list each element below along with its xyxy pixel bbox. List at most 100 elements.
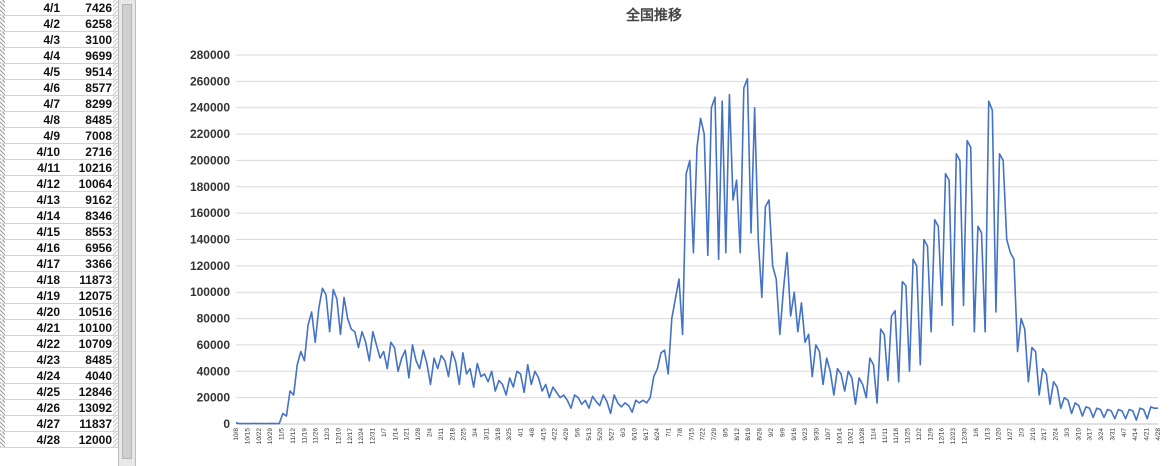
value-cell[interactable]: 12846 xyxy=(78,385,112,399)
date-cell[interactable]: 4/24 xyxy=(36,369,60,383)
table-row[interactable]: 4/14 8346 xyxy=(0,208,118,224)
value-cell[interactable]: 8553 xyxy=(85,225,112,239)
date-cell[interactable]: 4/7 xyxy=(43,97,60,111)
date-cell[interactable]: 4/21 xyxy=(36,321,60,335)
table-row[interactable]: 4/23 8485 xyxy=(0,352,118,368)
date-cell[interactable]: 4/8 xyxy=(43,113,60,127)
scrollbar-thumb[interactable] xyxy=(122,4,132,459)
value-cell[interactable]: 4040 xyxy=(85,369,112,383)
value-cell[interactable]: 13092 xyxy=(78,401,112,415)
vertical-scrollbar[interactable] xyxy=(118,0,136,466)
table-row[interactable]: 4/9 7008 xyxy=(0,128,118,144)
table-row[interactable]: 4/19 12075 xyxy=(0,288,118,304)
value-cell[interactable]: 2716 xyxy=(85,145,112,159)
table-row[interactable]: 4/20 10516 xyxy=(0,304,118,320)
date-cell[interactable]: 4/4 xyxy=(43,49,60,63)
table-row[interactable]: 4/8 8485 xyxy=(0,112,118,128)
value-cell[interactable]: 8485 xyxy=(85,353,112,367)
table-row[interactable]: 4/5 9514 xyxy=(0,64,118,80)
table-row[interactable]: 4/24 4040 xyxy=(0,368,118,384)
date-cell[interactable]: 4/28 xyxy=(36,433,60,447)
value-cell[interactable]: 10516 xyxy=(78,305,112,319)
date-cell[interactable]: 4/2 xyxy=(43,17,60,31)
value-cell[interactable]: 11837 xyxy=(79,417,112,431)
date-cell[interactable]: 4/18 xyxy=(36,273,60,287)
table-row[interactable]: 4/15 8553 xyxy=(0,224,118,240)
value-cell[interactable]: 3100 xyxy=(85,33,112,47)
date-cell[interactable]: 4/19 xyxy=(36,289,60,303)
value-cell[interactable]: 9699 xyxy=(85,49,112,63)
table-row[interactable]: 4/1 7426 xyxy=(0,0,118,16)
table-row[interactable]: 4/10 2716 xyxy=(0,144,118,160)
row-gutter xyxy=(0,304,5,319)
date-cell[interactable]: 4/1 xyxy=(43,1,60,15)
row-gutter xyxy=(0,32,5,47)
date-cell[interactable]: 4/27 xyxy=(36,417,60,431)
value-cell[interactable]: 12000 xyxy=(78,433,112,447)
date-cell[interactable]: 4/23 xyxy=(36,353,60,367)
row-gutter xyxy=(0,80,5,95)
value-cell[interactable]: 8346 xyxy=(85,209,112,223)
value-cell[interactable]: 12075 xyxy=(78,289,112,303)
value-cell[interactable]: 9514 xyxy=(85,65,112,79)
date-cell[interactable]: 4/6 xyxy=(43,81,60,95)
date-cell[interactable]: 4/22 xyxy=(36,337,60,351)
date-cell[interactable]: 4/25 xyxy=(36,385,60,399)
value-cell[interactable]: 10064 xyxy=(78,177,112,191)
value-cell[interactable]: 7426 xyxy=(85,1,112,15)
y-tick-label: 260000 xyxy=(190,74,230,88)
y-tick-label: 240000 xyxy=(190,101,230,115)
date-cell[interactable]: 4/3 xyxy=(43,33,60,47)
date-cell[interactable]: 4/5 xyxy=(43,65,60,79)
date-cell[interactable]: 4/13 xyxy=(36,193,60,207)
value-cell[interactable]: 10216 xyxy=(78,161,112,175)
date-cell[interactable]: 4/14 xyxy=(36,209,60,223)
date-cell[interactable]: 4/17 xyxy=(36,257,60,271)
table-row[interactable]: 4/28 12000 xyxy=(0,432,118,448)
value-cell[interactable]: 8577 xyxy=(85,81,112,95)
table-row[interactable]: 4/6 8577 xyxy=(0,80,118,96)
line-chart: 全国推移 0 20000 40000 60000 80000 100000 120000 14… xyxy=(136,0,1176,466)
cell-edge xyxy=(113,128,118,143)
table-row[interactable]: 4/18 11873 xyxy=(0,272,118,288)
table-row[interactable]: 4/4 9699 xyxy=(0,48,118,64)
table-row[interactable]: 4/12 10064 xyxy=(0,176,118,192)
table-row[interactable]: 4/13 9162 xyxy=(0,192,118,208)
table-row[interactable]: 4/27 11837 xyxy=(0,416,118,432)
value-cell[interactable]: 8299 xyxy=(85,97,112,111)
date-cell[interactable]: 4/10 xyxy=(36,145,60,159)
table-row[interactable]: 4/25 12846 xyxy=(0,384,118,400)
row-gutter xyxy=(0,160,5,175)
date-cell[interactable]: 4/15 xyxy=(36,225,60,239)
table-row[interactable]: 4/7 8299 xyxy=(0,96,118,112)
x-tick-label: 6/10 xyxy=(631,428,638,441)
table-row[interactable]: 4/16 6956 xyxy=(0,240,118,256)
value-cell[interactable]: 6956 xyxy=(85,241,112,255)
x-tick-label: 1/28 xyxy=(415,428,422,441)
value-cell[interactable]: 8485 xyxy=(85,113,112,127)
value-cell[interactable]: 9162 xyxy=(85,193,112,207)
date-cell[interactable]: 4/12 xyxy=(36,177,60,191)
table-row[interactable]: 4/22 10709 xyxy=(0,336,118,352)
value-cell[interactable]: 3366 xyxy=(85,257,112,271)
value-cell[interactable]: 10100 xyxy=(78,321,112,335)
date-cell[interactable]: 4/20 xyxy=(36,305,60,319)
table-row[interactable]: 4/17 3366 xyxy=(0,256,118,272)
date-cell[interactable]: 4/11 xyxy=(37,161,60,175)
table-row[interactable]: 4/2 6258 xyxy=(0,16,118,32)
date-cell[interactable]: 4/26 xyxy=(36,401,60,415)
value-cell[interactable]: 7008 xyxy=(85,129,112,143)
date-cell[interactable]: 4/9 xyxy=(43,129,60,143)
row-gutter xyxy=(0,320,5,335)
table-row[interactable]: 4/11 10216 xyxy=(0,160,118,176)
value-cell[interactable]: 10709 xyxy=(78,337,112,351)
table-row[interactable]: 4/21 10100 xyxy=(0,320,118,336)
table-row[interactable]: 4/3 3100 xyxy=(0,32,118,48)
table-row[interactable]: 4/26 13092 xyxy=(0,400,118,416)
value-cell[interactable]: 11873 xyxy=(79,273,112,287)
row-gutter xyxy=(0,224,5,239)
date-cell[interactable]: 4/16 xyxy=(36,241,60,255)
x-tick-label: 4/1 xyxy=(518,428,525,437)
y-tick-label: 100000 xyxy=(190,285,230,299)
value-cell[interactable]: 6258 xyxy=(85,17,112,31)
